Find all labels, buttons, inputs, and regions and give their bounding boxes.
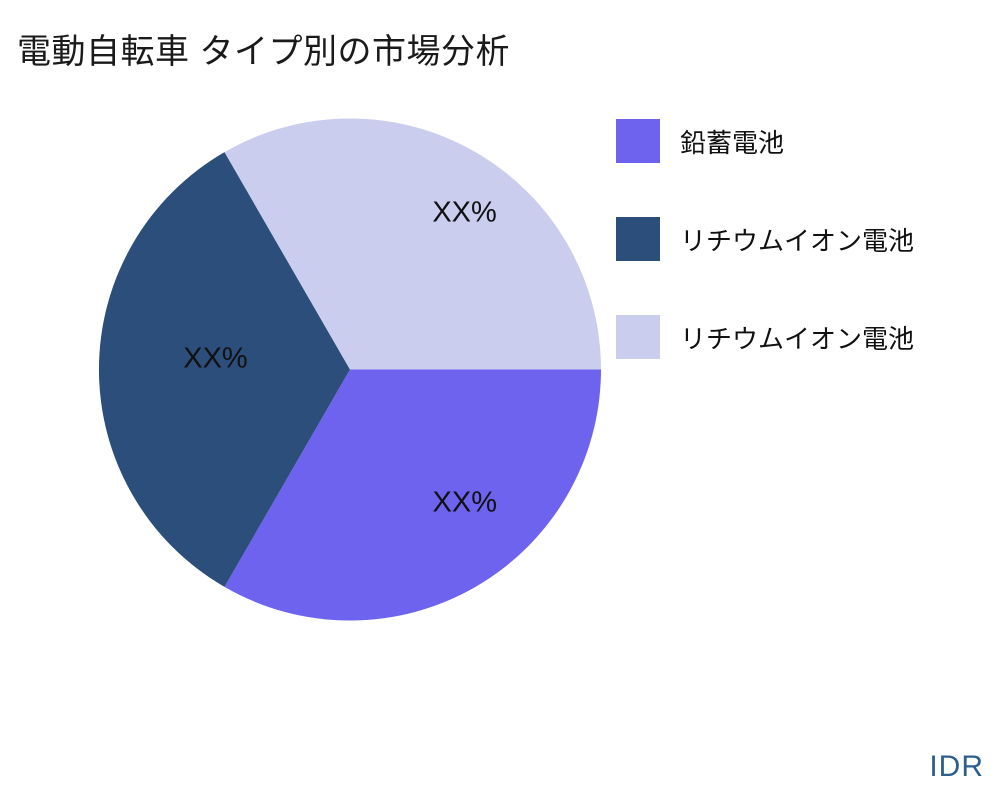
- legend-item-lithium-ion-battery-2: リチウムイオン電池: [616, 315, 914, 359]
- legend-label: 鉛蓄電池: [680, 127, 785, 158]
- legend-swatch-lithium-ion-2: [616, 315, 660, 359]
- legend-item-lithium-ion-battery: リチウムイオン電池: [616, 217, 914, 261]
- pie-value-label-lithium-ion: XX%: [183, 343, 247, 375]
- pie-value-label-lithium-ion-2: XX%: [432, 197, 496, 229]
- pie-slice-lead-acid-battery: [224, 369, 601, 621]
- pie-value-label-lead-acid: XX%: [433, 487, 497, 519]
- pie-slice-lithium-ion-battery: [98, 152, 350, 587]
- legend-label: リチウムイオン電池: [680, 323, 915, 354]
- legend-swatch-lead-acid: [616, 119, 660, 163]
- legend: 鉛蓄電池 リチウムイオン電池 リチウムイオン電池: [616, 119, 914, 413]
- watermark-idr: IDR: [929, 750, 984, 783]
- legend-label: リチウムイオン電池: [680, 225, 915, 256]
- legend-item-lead-acid-battery: 鉛蓄電池: [616, 119, 914, 163]
- chart-title: 電動自転車 タイプ別の市場分析: [17, 33, 510, 71]
- pie-slice-lithium-ion-battery-2: [224, 118, 601, 370]
- legend-swatch-lithium-ion: [616, 217, 660, 261]
